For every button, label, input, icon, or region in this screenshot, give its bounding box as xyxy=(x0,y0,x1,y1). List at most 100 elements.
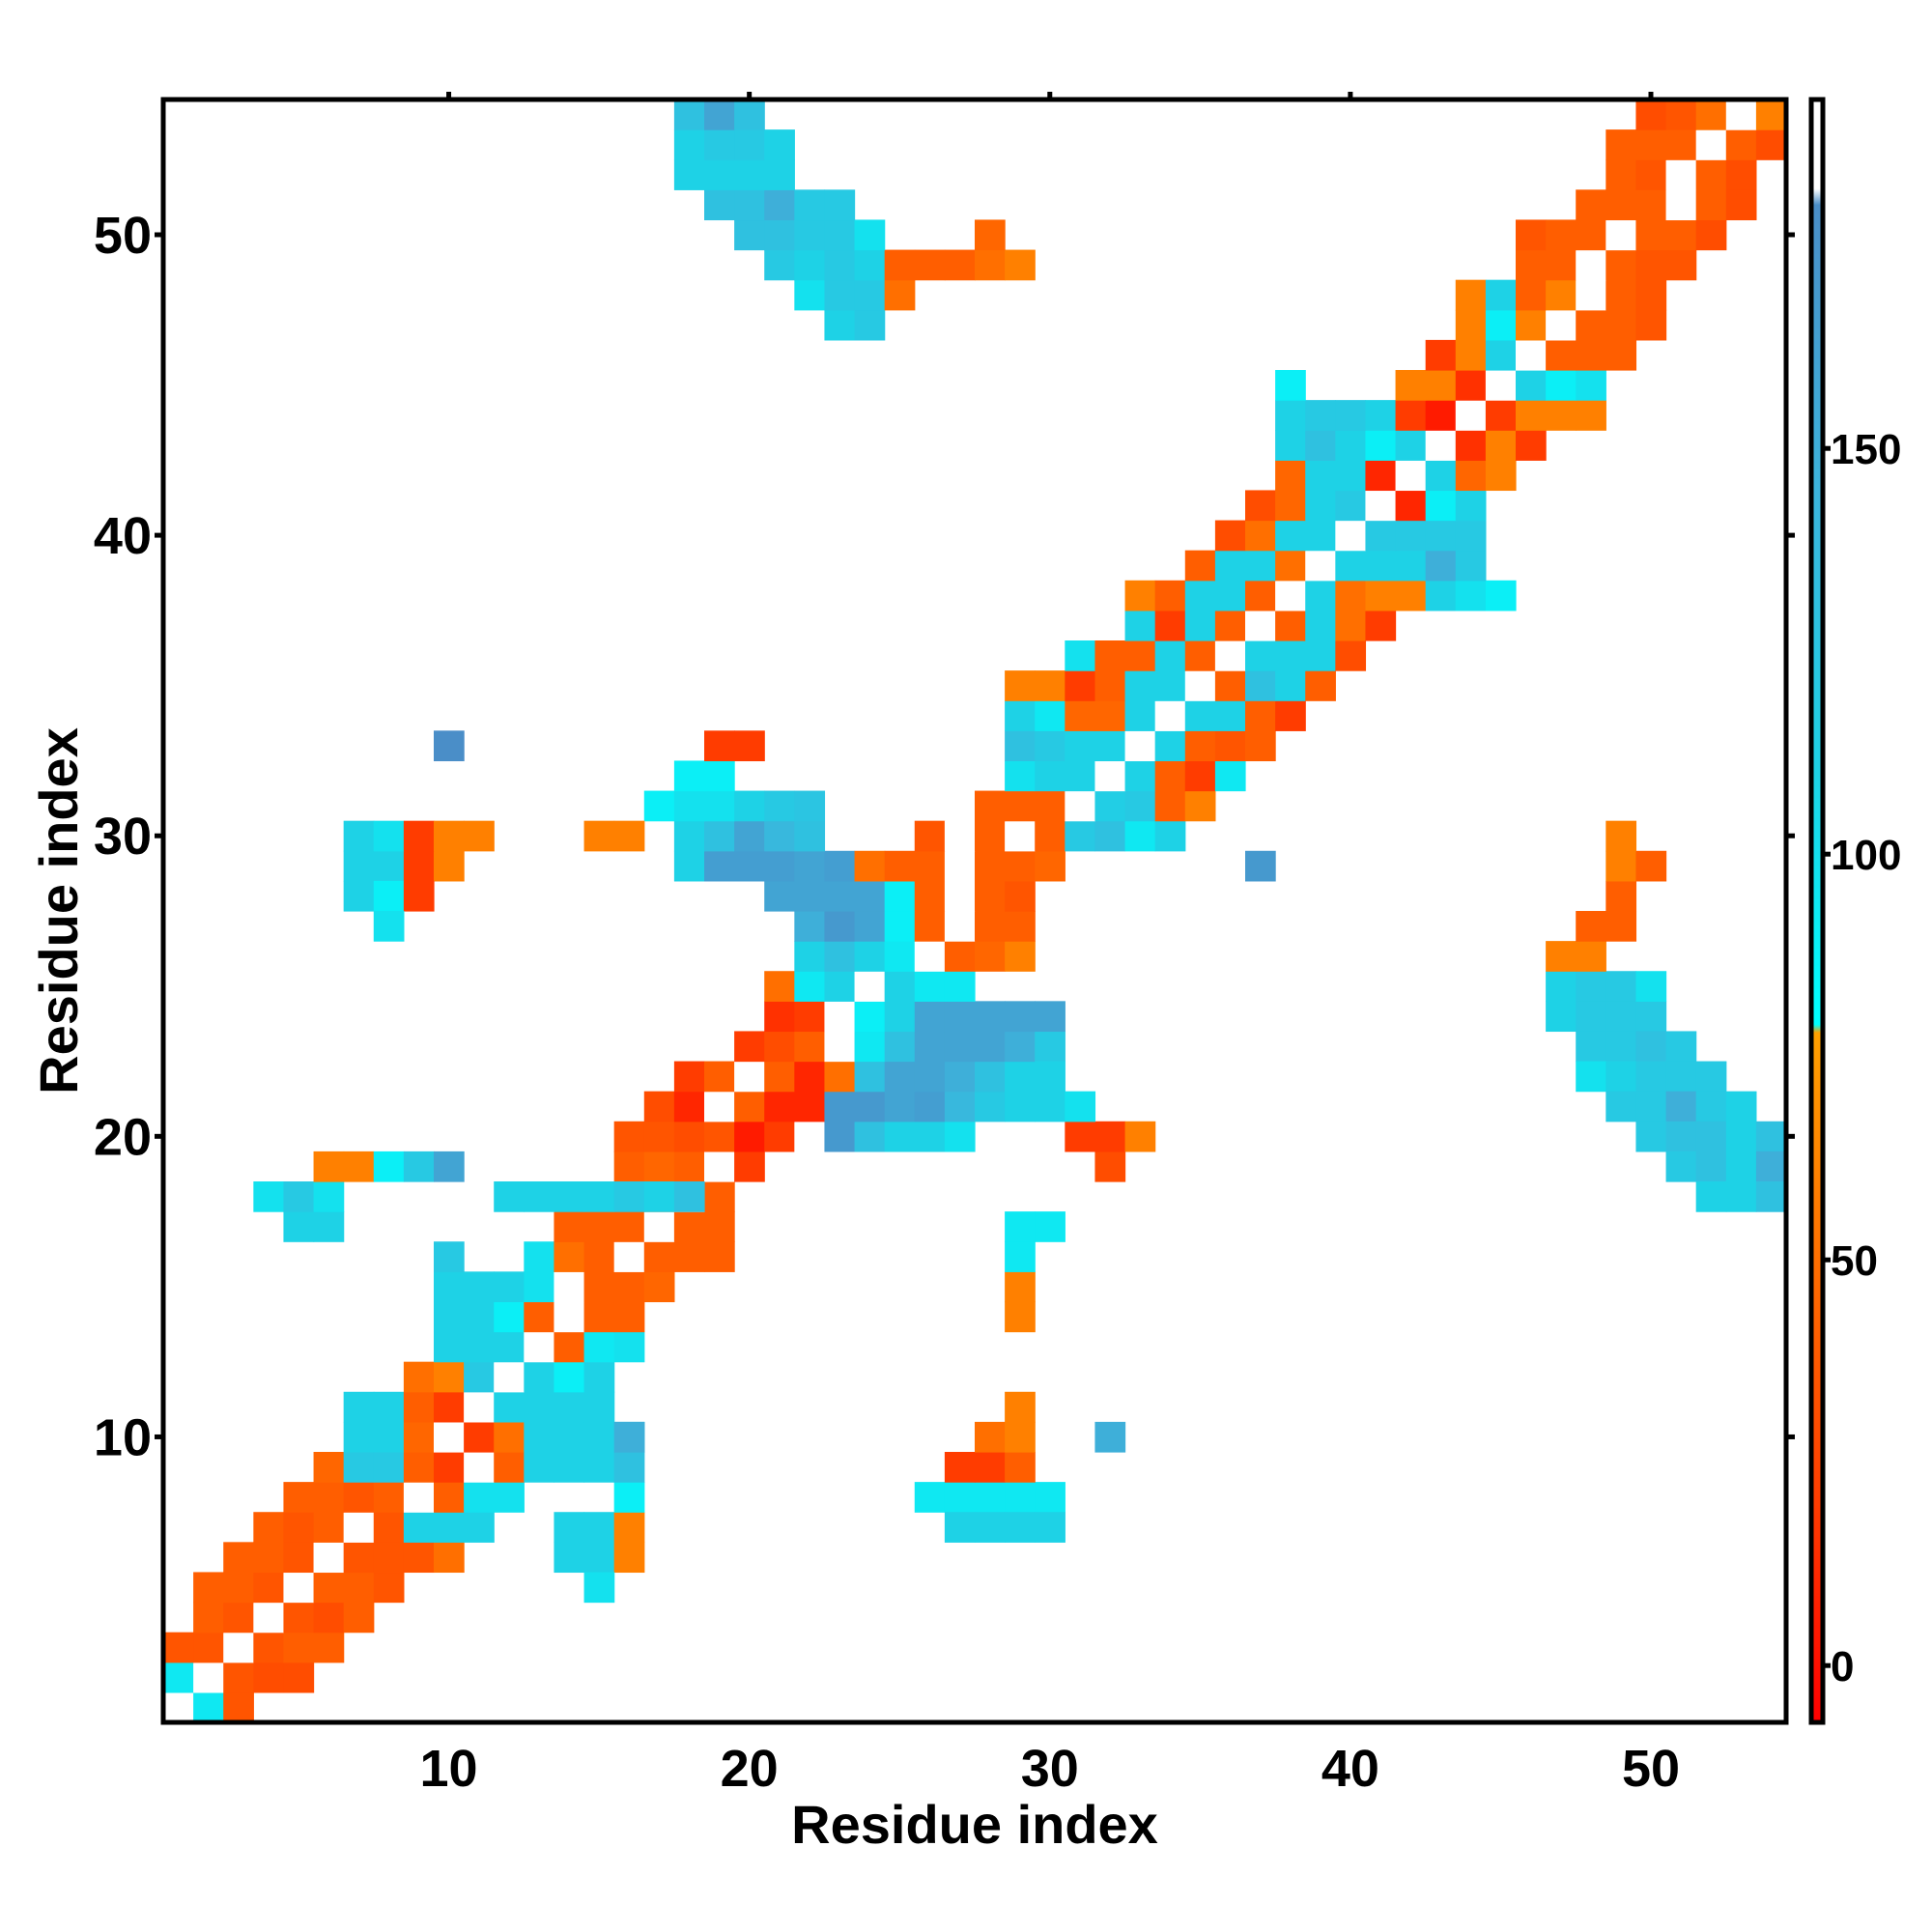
heatmap-cell xyxy=(583,1512,615,1543)
heatmap-cell xyxy=(1245,610,1276,641)
heatmap-cell xyxy=(1365,490,1397,522)
heatmap-cell xyxy=(794,1061,826,1093)
heatmap-cell xyxy=(884,279,916,311)
heatmap-cell xyxy=(1516,430,1547,461)
heatmap-cell xyxy=(313,1542,345,1574)
heatmap-cell xyxy=(343,880,375,912)
heatmap-cell xyxy=(464,1421,495,1453)
heatmap-cell xyxy=(1094,1151,1126,1182)
heatmap-cell xyxy=(583,1301,615,1333)
heatmap-cell xyxy=(944,1512,976,1543)
heatmap-cell xyxy=(583,1271,615,1303)
heatmap-cell xyxy=(764,249,795,281)
heatmap-cell xyxy=(1755,1121,1787,1152)
heatmap-cell xyxy=(583,1361,615,1393)
heatmap-cell xyxy=(524,1421,555,1453)
heatmap-cell xyxy=(824,189,856,221)
heatmap-cell xyxy=(1695,1091,1727,1122)
heatmap-cell xyxy=(554,1542,585,1574)
heatmap-cell xyxy=(403,1452,435,1483)
heatmap-cell xyxy=(1516,309,1547,341)
heatmap-cell xyxy=(1695,1121,1727,1152)
heatmap-cell xyxy=(854,279,886,311)
heatmap-cell xyxy=(613,1211,645,1242)
heatmap-cell xyxy=(794,1121,826,1152)
y-tick-label: 40 xyxy=(94,507,152,565)
heatmap-cell xyxy=(1576,1061,1606,1093)
heatmap-cell xyxy=(464,1512,495,1543)
heatmap-cell xyxy=(1695,219,1727,251)
heatmap-cell xyxy=(1755,1181,1787,1212)
heatmap-cell xyxy=(1425,370,1457,401)
heatmap-cell xyxy=(975,249,1006,281)
heatmap-cell xyxy=(1605,850,1637,882)
heatmap-cell xyxy=(1245,640,1276,671)
heatmap-cell xyxy=(253,1542,285,1574)
heatmap-cell xyxy=(914,911,946,942)
heatmap-cell xyxy=(1275,430,1306,461)
heatmap-cell xyxy=(1124,820,1156,852)
heatmap-cell xyxy=(1485,580,1517,611)
heatmap-cell xyxy=(704,1151,735,1182)
heatmap-cell xyxy=(673,1061,705,1093)
heatmap-cell xyxy=(1485,370,1517,401)
heatmap-cell xyxy=(1124,610,1156,641)
heatmap-cell xyxy=(673,1181,705,1212)
heatmap-cell xyxy=(1695,1061,1727,1093)
y-tick-label: 30 xyxy=(94,808,152,866)
heatmap-cell xyxy=(524,1241,555,1272)
heatmap-cell xyxy=(1485,279,1517,311)
heatmap-cell xyxy=(464,820,495,852)
heatmap-cell xyxy=(554,1211,585,1242)
heatmap-cell xyxy=(1005,1061,1036,1093)
heatmap-cell xyxy=(764,790,795,822)
colorbar-tick-label: 100 xyxy=(1831,832,1901,879)
heatmap-cell xyxy=(1635,219,1667,251)
heatmap-cell xyxy=(1635,129,1667,160)
heatmap-cell xyxy=(494,1452,525,1483)
heatmap-cell xyxy=(583,1391,615,1423)
heatmap-cell xyxy=(583,1542,615,1574)
heatmap-cell xyxy=(975,1061,1006,1093)
heatmap-cell xyxy=(1035,760,1065,792)
heatmap-cell xyxy=(884,1001,916,1033)
heatmap-cell xyxy=(764,971,795,1002)
heatmap-cell xyxy=(524,1301,555,1333)
heatmap-cell xyxy=(1035,1031,1065,1063)
heatmap-cell xyxy=(673,790,705,822)
heatmap-cell xyxy=(1395,400,1427,431)
heatmap-cell xyxy=(1395,580,1427,611)
heatmap-cell xyxy=(1455,430,1487,461)
heatmap-cell xyxy=(613,820,645,852)
heatmap-cell xyxy=(403,1512,435,1543)
heatmap-cell xyxy=(1005,249,1036,281)
heatmap-cell xyxy=(1546,279,1577,311)
heatmap-cell xyxy=(1605,129,1637,160)
heatmap-cell xyxy=(1605,1061,1637,1093)
heatmap-cell xyxy=(1154,640,1186,671)
heatmap-cell xyxy=(1335,520,1367,552)
heatmap-cell xyxy=(1065,640,1096,671)
heatmap-cell xyxy=(583,1331,615,1363)
heatmap-cell xyxy=(494,1271,525,1303)
heatmap-cell xyxy=(1035,1091,1065,1122)
heatmap-cell xyxy=(884,1031,916,1063)
heatmap-cell xyxy=(1005,1271,1036,1303)
heatmap-cell xyxy=(1305,640,1336,671)
heatmap-cell xyxy=(1184,730,1216,762)
heatmap-cell xyxy=(583,1241,615,1272)
heatmap-cell xyxy=(1275,370,1306,401)
heatmap-cell xyxy=(734,1091,765,1122)
heatmap-cell xyxy=(313,1512,345,1543)
heatmap-cell xyxy=(1395,430,1427,461)
heatmap-cell xyxy=(704,1091,735,1122)
heatmap-cell xyxy=(854,880,886,912)
heatmap-cell xyxy=(854,1121,886,1152)
heatmap-cell xyxy=(1124,580,1156,611)
heatmap-cell xyxy=(1245,730,1276,762)
heatmap-cell xyxy=(283,1662,315,1693)
heatmap-cell xyxy=(1275,520,1306,552)
colorbar: 0 50 100 150 xyxy=(1808,97,1901,1725)
heatmap-cell xyxy=(794,941,826,972)
heatmap-cell xyxy=(1035,850,1065,882)
